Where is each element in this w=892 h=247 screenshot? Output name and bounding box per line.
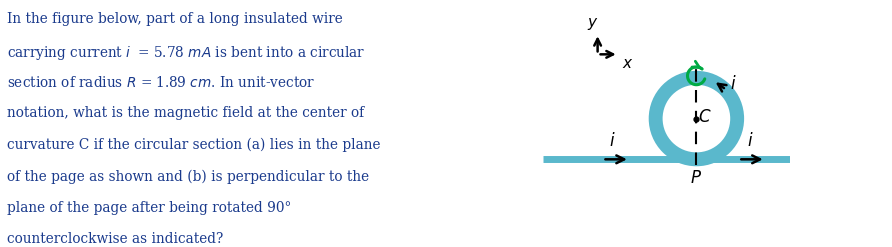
Text: $y$: $y$ <box>587 16 599 32</box>
Text: $C$: $C$ <box>698 109 712 126</box>
Text: section of radius $R$ = 1.89 $cm$. In unit-vector: section of radius $R$ = 1.89 $cm$. In un… <box>6 75 315 90</box>
Text: counterclockwise as indicated?: counterclockwise as indicated? <box>6 232 223 246</box>
Text: notation, what is the magnetic field at the center of: notation, what is the magnetic field at … <box>6 106 364 121</box>
Circle shape <box>661 83 732 154</box>
Text: carrying current $i\;$ = 5.78 $mA$ is bent into a circular: carrying current $i\;$ = 5.78 $mA$ is be… <box>6 44 365 62</box>
Text: In the figure below, part of a long insulated wire: In the figure below, part of a long insu… <box>6 12 343 26</box>
Text: $i$: $i$ <box>609 132 615 150</box>
Text: curvature C if the circular section (a) lies in the plane: curvature C if the circular section (a) … <box>6 138 380 152</box>
Text: of the page as shown and (b) is perpendicular to the: of the page as shown and (b) is perpendi… <box>6 169 368 184</box>
Text: $i$: $i$ <box>731 75 737 93</box>
Text: $x$: $x$ <box>622 57 633 71</box>
Text: $i$: $i$ <box>747 132 754 150</box>
Text: $P$: $P$ <box>690 170 702 187</box>
Text: plane of the page after being rotated 90°: plane of the page after being rotated 90… <box>6 201 291 215</box>
